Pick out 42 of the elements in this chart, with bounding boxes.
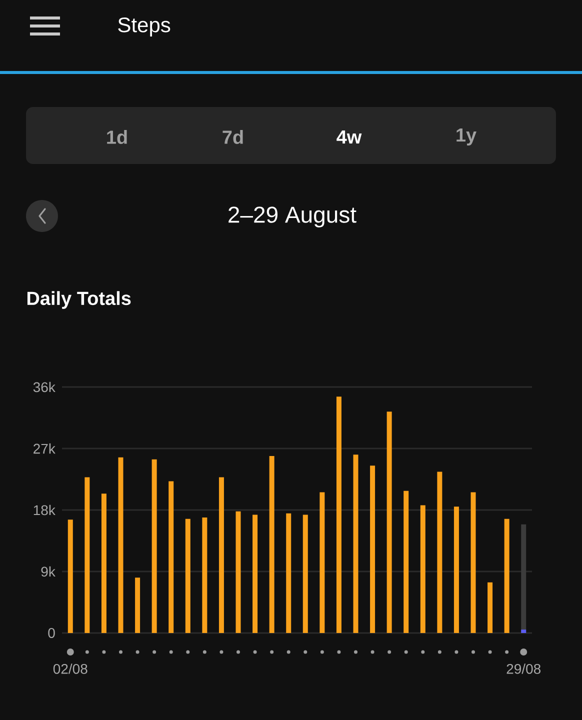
bar [168,481,174,633]
bar [236,511,241,633]
chart-subtitle: 2–29 August [228,206,356,228]
bar [269,456,274,633]
x-tick-label: 29/08 [506,664,541,674]
bar [202,518,208,633]
bar [218,477,224,633]
bar [135,578,140,633]
bar [404,490,409,633]
bar [84,477,90,633]
bar [320,492,325,633]
bar [302,514,308,633]
bar [504,518,510,633]
bar [521,630,526,633]
text: 1y [456,128,476,146]
bar [185,518,190,633]
chart-title: Daily Totals [27,291,131,309]
bar [118,457,124,633]
y-tick-label: 18k [34,504,56,516]
bar [454,506,459,633]
bar [470,492,476,633]
text: 1d [107,130,127,144]
bar [353,454,358,633]
bar [152,459,157,633]
bar [370,466,376,633]
y-tick-label: 0 [48,628,55,638]
y-tick-label: 27k [34,443,56,454]
bar [68,520,73,633]
y-tick-label: 36k [33,382,56,392]
text: 7d [222,130,243,144]
bar [420,505,426,633]
x-tick-label: 02/08 [53,664,88,674]
bar [386,412,392,633]
bar [286,513,292,633]
text: Steps [118,17,170,37]
bar [437,472,442,633]
bar [101,494,106,633]
bar [336,396,342,633]
text: 4w [336,130,362,144]
y-tick-label: 9k [41,566,56,577]
bar [488,582,493,633]
bar [252,514,258,633]
